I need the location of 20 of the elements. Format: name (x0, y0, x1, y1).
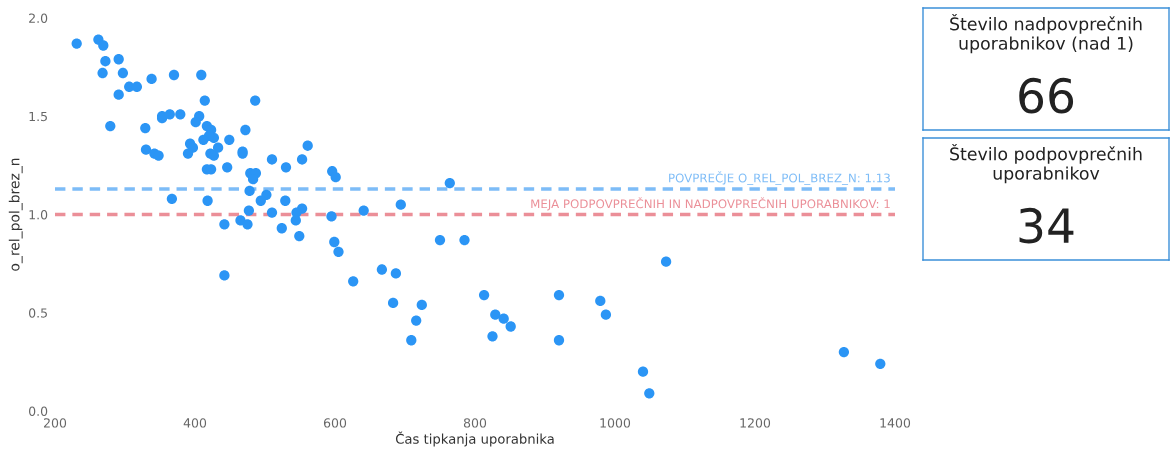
x-tick-label: 600 (323, 418, 347, 428)
text: Število podpovprečnih uporabnikov (950, 144, 1142, 184)
ref-line-label: MEJA PODPOVPREČNIH IN NADPOVPREČNIH UPORABNIKOV: 1 (531, 197, 890, 211)
y-tick-label: 0.0 (29, 406, 48, 416)
text: Število nadpovprečnih uporabnikov (nad 1) (950, 14, 1142, 54)
x-axis-title: Čas tipkanja uporabnika (395, 431, 554, 447)
x-tick-label: 1200 (740, 418, 771, 428)
y-tick-label: 1.5 (29, 111, 47, 122)
text: 34 (1019, 207, 1074, 244)
text: 66 (1019, 77, 1074, 114)
x-tick-label: 1000 (600, 418, 631, 428)
x-tick-label: 200 (43, 418, 67, 428)
y-axis-title: o_rel_pol_brez_n (8, 158, 23, 271)
x-tick-label: 400 (183, 418, 207, 428)
x-tick-label: 1400 (880, 418, 911, 428)
y-tick-label: 2.0 (29, 13, 48, 23)
ref-line-label: POVPREČJE O_REL_POL_BREZ_N: 1.13 (669, 171, 890, 186)
y-tick-label: 1.0 (29, 209, 48, 220)
x-tick-label: 800 (463, 418, 487, 428)
y-tick-label: 0.5 (29, 308, 47, 318)
